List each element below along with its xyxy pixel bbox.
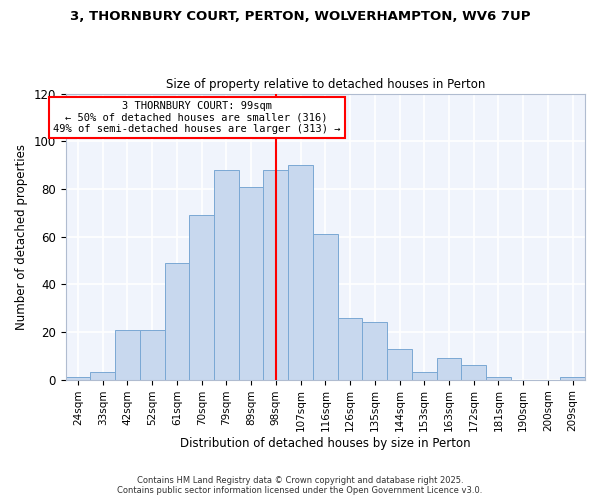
Bar	[164, 263, 190, 380]
Bar	[140, 330, 164, 380]
Bar	[115, 330, 140, 380]
Bar	[437, 358, 461, 380]
Text: Contains HM Land Registry data © Crown copyright and database right 2025.
Contai: Contains HM Land Registry data © Crown c…	[118, 476, 482, 495]
Bar	[65, 377, 91, 380]
Bar	[560, 377, 585, 380]
Bar	[412, 372, 437, 380]
Bar	[239, 186, 263, 380]
X-axis label: Distribution of detached houses by size in Perton: Distribution of detached houses by size …	[180, 437, 470, 450]
Bar	[387, 348, 412, 380]
Text: 3 THORNBURY COURT: 99sqm
← 50% of detached houses are smaller (316)
49% of semi-: 3 THORNBURY COURT: 99sqm ← 50% of detach…	[53, 100, 340, 134]
Bar	[91, 372, 115, 380]
Bar	[214, 170, 239, 380]
Bar	[338, 318, 362, 380]
Bar	[486, 377, 511, 380]
Text: 3, THORNBURY COURT, PERTON, WOLVERHAMPTON, WV6 7UP: 3, THORNBURY COURT, PERTON, WOLVERHAMPTO…	[70, 10, 530, 23]
Bar	[313, 234, 338, 380]
Bar	[461, 366, 486, 380]
Title: Size of property relative to detached houses in Perton: Size of property relative to detached ho…	[166, 78, 485, 91]
Bar	[362, 322, 387, 380]
Bar	[288, 165, 313, 380]
Bar	[190, 215, 214, 380]
Y-axis label: Number of detached properties: Number of detached properties	[15, 144, 28, 330]
Bar	[263, 170, 288, 380]
